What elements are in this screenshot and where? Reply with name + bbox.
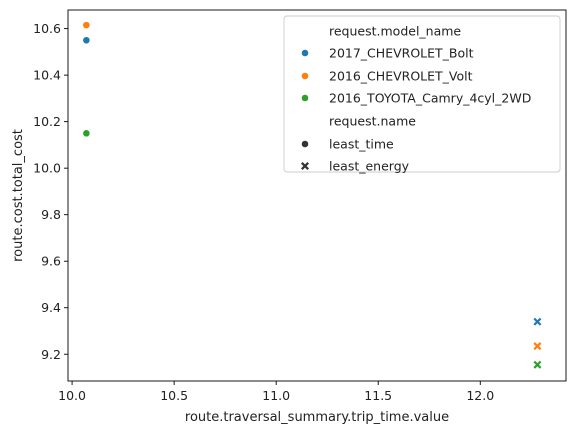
y-tick-label: 10.2 bbox=[33, 114, 61, 129]
legend-marker bbox=[301, 162, 309, 170]
legend-marker bbox=[301, 49, 309, 57]
legend-hue-title: request.model_name bbox=[329, 24, 461, 39]
y-tick-label: 10.0 bbox=[33, 161, 61, 176]
y-tick-label: 9.4 bbox=[41, 300, 61, 315]
x-tick-label: 12.0 bbox=[466, 388, 494, 403]
axes: 10.0 10.5 11.0 11.5 12.0 9.2 9.4 9.6 9.8 10.0 10.2… bbox=[11, 9, 567, 425]
data-point-2016-chevrolet-volt-least-time bbox=[82, 21, 91, 30]
data-points bbox=[82, 21, 542, 369]
legend-style-title: request.name bbox=[329, 114, 416, 129]
legend-entry-label: 2016_CHEVROLET_Volt bbox=[329, 69, 473, 84]
legend-marker bbox=[301, 72, 309, 80]
y-axis-label: route.cost.total_cost bbox=[11, 129, 26, 262]
x-tick-label: 10.5 bbox=[160, 388, 188, 403]
x-tick-label: 10.0 bbox=[58, 388, 86, 403]
plot-frame bbox=[67, 9, 567, 382]
data-point-2016-chevrolet-volt-least-energy bbox=[533, 342, 542, 351]
legend-entry-label: least_energy bbox=[329, 159, 410, 174]
y-tick-label: 10.6 bbox=[33, 21, 61, 36]
legend-marker bbox=[301, 140, 309, 148]
data-point-2017-chevrolet-bolt-least-energy bbox=[533, 317, 542, 326]
x-axis-label: route.traversal_summary.trip_time.value bbox=[185, 410, 449, 425]
x-tick-label: 11.0 bbox=[262, 388, 290, 403]
legend-entry-label: least_time bbox=[329, 137, 394, 152]
legend-marker bbox=[301, 94, 309, 102]
data-point-2017-chevrolet-bolt-least-time bbox=[82, 36, 91, 45]
data-point-2016-toyota-camry-4cyl-2wd-least-time bbox=[82, 129, 91, 138]
y-tick-label: 9.8 bbox=[41, 207, 61, 222]
y-tick-label: 9.2 bbox=[41, 347, 61, 362]
y-tick-label: 10.4 bbox=[33, 68, 61, 83]
legend-entry-label: 2017_CHEVROLET_Bolt bbox=[329, 46, 474, 61]
legend-box bbox=[283, 15, 561, 173]
legend-entry-label: 2016_TOYOTA_Camry_4cyl_2WD bbox=[329, 91, 531, 106]
x-tick-label: 11.5 bbox=[364, 388, 392, 403]
legend: request.model_name 2017_CHEVROLET_Bolt 201… bbox=[283, 15, 561, 174]
y-tick-label: 9.6 bbox=[41, 254, 61, 269]
data-point-2016-toyota-camry-4cyl-2wd-least-energy bbox=[533, 360, 542, 369]
